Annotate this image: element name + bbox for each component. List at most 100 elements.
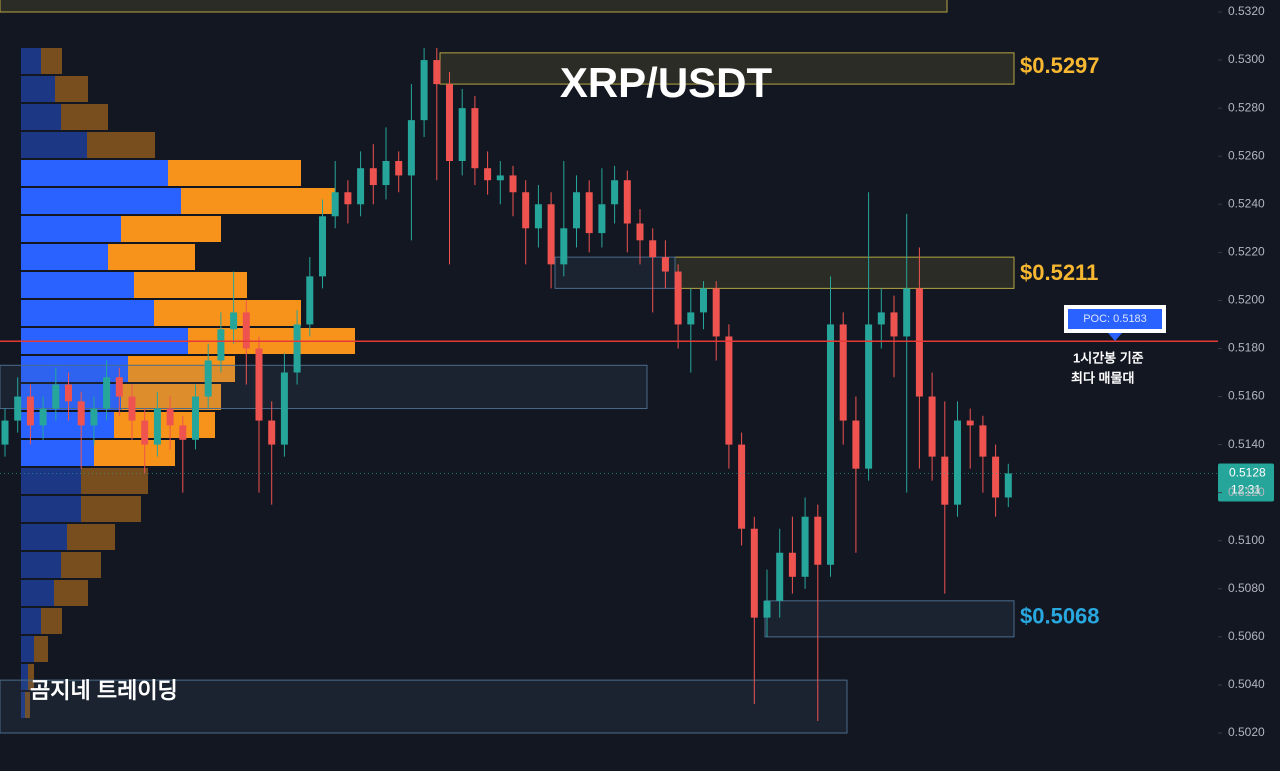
- candle-body: [928, 396, 936, 457]
- zone: [0, 364, 648, 410]
- candle-body: [192, 396, 199, 440]
- y-tick-label: 0.5280: [1228, 100, 1265, 114]
- zone: [674, 256, 1015, 289]
- y-tick-label: 0.5100: [1228, 533, 1265, 547]
- candle-body: [153, 408, 161, 445]
- y-tick-label: 0.5320: [1228, 4, 1265, 18]
- poc-box-inner: [1068, 309, 1162, 329]
- candle-body: [407, 120, 415, 176]
- candle-body: [141, 420, 149, 445]
- profile-sell: [134, 272, 247, 298]
- profile-sell: [94, 440, 175, 466]
- candle-body: [687, 312, 695, 325]
- profile-sell: [154, 300, 301, 326]
- candle-body: [204, 360, 212, 397]
- profile-buy: [21, 692, 25, 718]
- candle-body: [992, 456, 1000, 498]
- profile-sell: [121, 216, 221, 242]
- candle-body: [750, 528, 758, 618]
- profile-sell: [168, 160, 301, 186]
- profile-sell: [61, 552, 101, 578]
- candle-body: [611, 180, 619, 205]
- poc-label: POC: 0.5183: [1083, 313, 1147, 325]
- profile-buy: [21, 104, 61, 130]
- candle-body: [166, 408, 174, 426]
- y-tick-label: 0.5020: [1228, 725, 1265, 739]
- candle-body: [661, 257, 669, 272]
- profile-buy: [21, 636, 34, 662]
- candle-body: [915, 288, 923, 397]
- candle-body: [484, 168, 492, 181]
- candle-body: [293, 324, 301, 373]
- profile-buy: [21, 440, 94, 466]
- last-price-tag: [1218, 463, 1274, 502]
- profile-buy: [21, 76, 55, 102]
- candle-body: [14, 396, 22, 421]
- candle-body: [242, 312, 250, 349]
- profile-buy: [21, 468, 81, 494]
- y-tick-label: 0.5180: [1228, 341, 1265, 355]
- candle-body: [90, 408, 98, 426]
- candle-body: [623, 180, 631, 224]
- candle-body: [268, 420, 276, 445]
- profile-buy: [21, 580, 54, 606]
- candle-body: [1004, 473, 1012, 498]
- zone: [0, 679, 848, 734]
- candle-body: [725, 336, 733, 445]
- candle-body: [776, 552, 784, 601]
- profile-sell: [81, 468, 148, 494]
- candle-body: [598, 204, 606, 234]
- candle-body: [890, 312, 898, 337]
- profile-sell: [41, 48, 62, 74]
- candle-body: [458, 108, 466, 162]
- candle-body: [547, 204, 555, 265]
- chart-title: XRP/USDT: [560, 59, 773, 106]
- y-tick-label: 0.5160: [1228, 389, 1265, 403]
- candle-body: [306, 276, 314, 325]
- y-tick-label: 0.5260: [1228, 148, 1265, 162]
- candle-body: [395, 161, 403, 176]
- y-tick-label: 0.5140: [1228, 437, 1265, 451]
- candle-body: [369, 168, 377, 186]
- candle-body: [573, 192, 580, 229]
- profile-sell: [55, 76, 88, 102]
- profile-sell: [54, 580, 88, 606]
- zone: [764, 600, 1015, 638]
- candle-body: [280, 372, 288, 445]
- candle-body: [255, 348, 263, 421]
- zone: [0, 0, 948, 13]
- candle-body: [827, 324, 834, 565]
- candle-body: [446, 84, 453, 162]
- candle-body: [865, 324, 873, 469]
- profile-buy: [21, 552, 61, 578]
- candle-body: [649, 240, 657, 258]
- profile-buy: [21, 160, 168, 186]
- profile-buy: [21, 300, 154, 326]
- profile-buy: [21, 188, 181, 214]
- profile-buy: [21, 412, 114, 438]
- profile-buy: [21, 524, 67, 550]
- candle-body: [433, 60, 441, 85]
- candle-body: [103, 377, 111, 409]
- candle-body: [39, 408, 47, 426]
- profile-sell: [28, 664, 34, 690]
- candle-body: [26, 396, 34, 426]
- y-tick-label: 0.5200: [1228, 293, 1265, 307]
- zones: [0, 0, 1015, 734]
- candle-body: [738, 444, 746, 529]
- profile-buy: [21, 132, 87, 158]
- price-label: $0.5068: [1020, 603, 1100, 628]
- last-price-label: 0.5128: [1229, 466, 1266, 480]
- candle-body: [357, 168, 365, 205]
- candles: [1, 48, 1012, 721]
- candle-body: [331, 192, 339, 217]
- candle-body: [585, 192, 593, 234]
- profile-buy: [21, 216, 121, 242]
- countdown: 12:31: [1231, 483, 1261, 497]
- profile-sell: [121, 384, 221, 410]
- profile-sell: [34, 636, 48, 662]
- profile-buy: [21, 272, 134, 298]
- y-tick-label: 0.5120: [1228, 485, 1265, 499]
